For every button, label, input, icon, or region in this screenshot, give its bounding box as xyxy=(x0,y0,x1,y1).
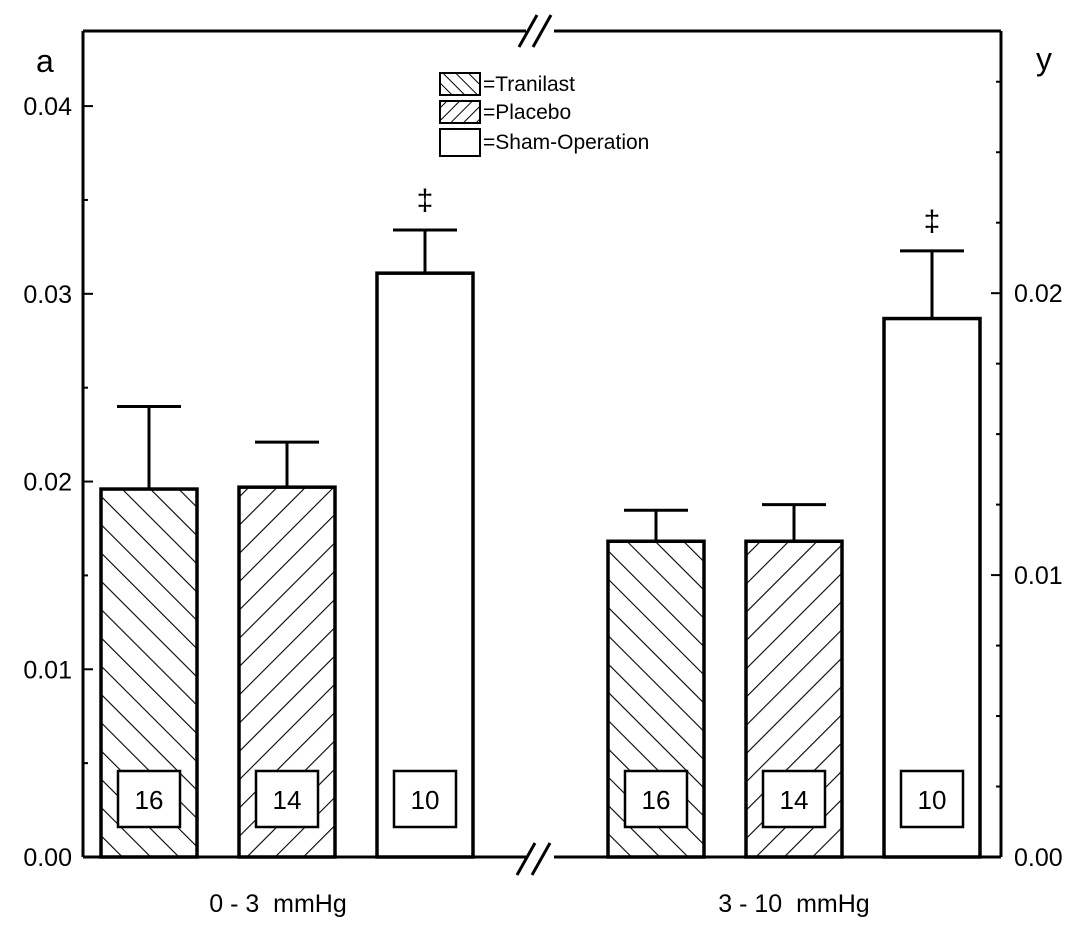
legend-label-sham: =Sham-Operation xyxy=(483,131,649,154)
right-axis-ticks: 0.00 0.01 0.02 xyxy=(991,80,1063,872)
plot-frame xyxy=(81,29,1003,859)
bar xyxy=(375,271,475,859)
axis-break-bottom xyxy=(515,842,552,876)
n-box xyxy=(899,769,965,829)
n-box xyxy=(761,769,827,829)
n-box xyxy=(392,769,458,829)
bar xyxy=(882,316,982,859)
legend-label-tranilast: =Tranilast xyxy=(483,73,575,96)
left-tick-label: 0.02 xyxy=(23,469,72,497)
left-tick-label: 0.03 xyxy=(23,281,72,309)
right-tick-label: 0.01 xyxy=(1014,562,1063,590)
bars: 16 14 10 ‡ 16 14 10 ‡ xyxy=(99,184,982,859)
category-label-1: 3 - 10 mmHg xyxy=(718,890,869,918)
n-box xyxy=(116,769,182,829)
n-box xyxy=(623,769,689,829)
n-label: 10 xyxy=(918,785,947,815)
n-label: 16 xyxy=(135,785,164,815)
n-label: 14 xyxy=(780,785,809,815)
category-label-0: 0 - 3 mmHg xyxy=(209,890,347,918)
n-label: 16 xyxy=(642,785,671,815)
significance-marker: ‡ xyxy=(924,205,941,238)
legend-label-placebo: =Placebo xyxy=(483,101,571,124)
significance-marker: ‡ xyxy=(417,184,434,217)
right-axis-label: y xyxy=(1036,41,1052,77)
legend-swatch-placebo xyxy=(439,100,481,124)
left-axis-ticks: 0.00 0.01 0.02 0.03 0.04 xyxy=(23,93,93,872)
left-axis-label: a xyxy=(36,43,54,79)
n-label: 14 xyxy=(273,785,302,815)
left-tick-label: 0.04 xyxy=(23,93,72,121)
left-tick-label: 0.01 xyxy=(23,656,72,684)
n-label: 10 xyxy=(411,785,440,815)
right-tick-label: 0.00 xyxy=(1014,844,1063,872)
left-tick-label: 0.00 xyxy=(23,844,72,872)
legend: =Tranilast =Placebo =Sham-Operation xyxy=(439,72,649,157)
axis-break-top xyxy=(517,14,553,48)
n-box xyxy=(254,769,320,829)
legend-swatch-sham xyxy=(439,128,481,157)
right-tick-label: 0.02 xyxy=(1014,280,1063,308)
legend-swatch-tranilast xyxy=(439,72,481,96)
